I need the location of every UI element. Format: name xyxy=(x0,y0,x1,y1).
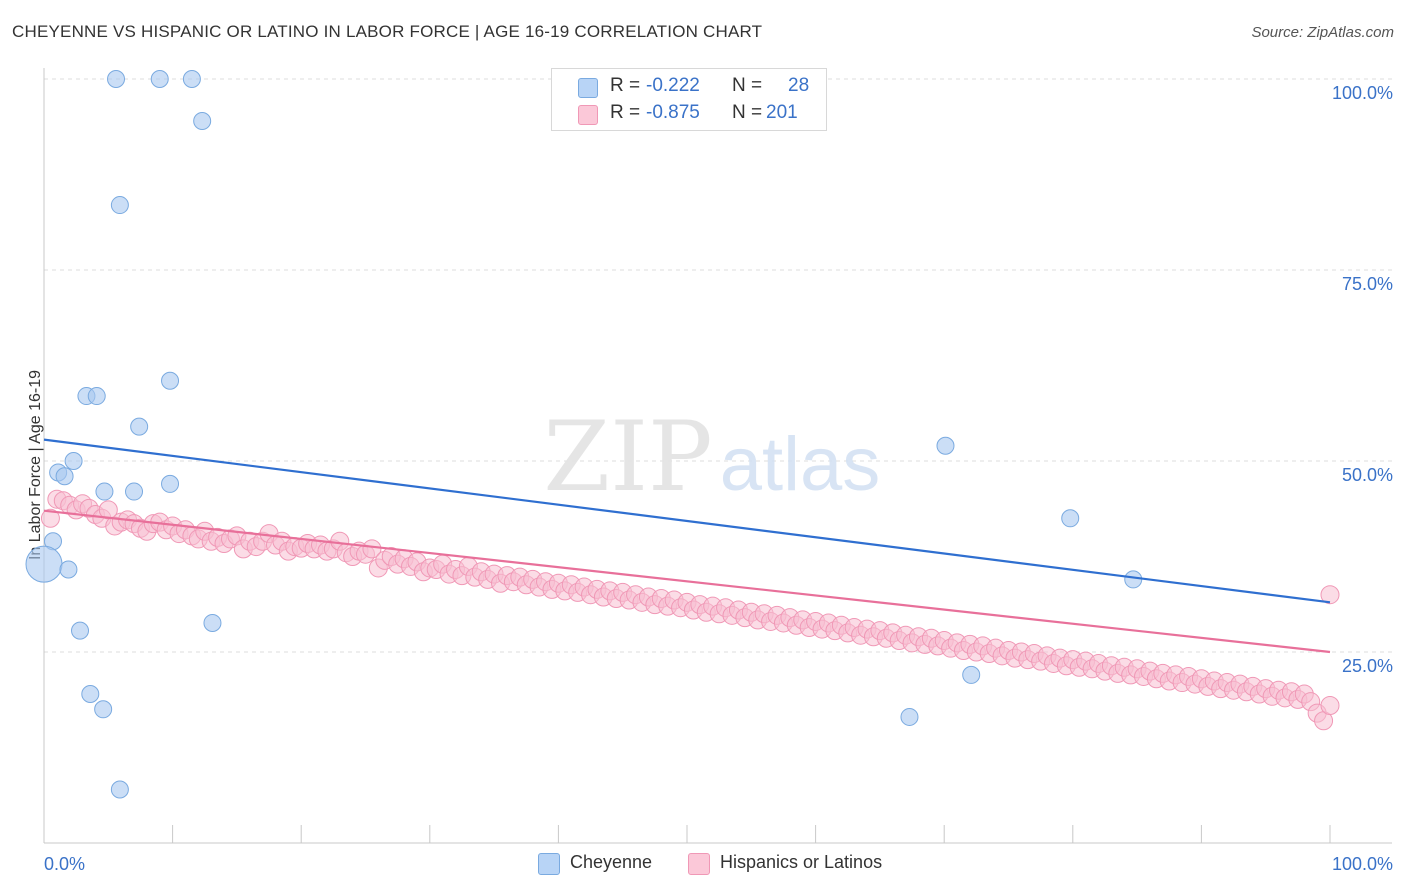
source-label: Source: ZipAtlas.com xyxy=(1251,24,1394,41)
r-value-hispanics: -0.875 xyxy=(646,102,700,123)
point-cheyenne xyxy=(87,387,106,406)
legend-swatch-cheyenne xyxy=(538,853,560,875)
x-tick-label: 0.0% xyxy=(44,854,85,874)
point-cheyenne xyxy=(161,474,180,493)
stats-legend: R = -0.222 N = 28 R = -0.875 N = 201 xyxy=(551,68,827,131)
point-cheyenne xyxy=(193,112,212,131)
y-tick-label: 25.0% xyxy=(1342,656,1393,676)
chart-title: CHEYENNE VS HISPANIC OR LATINO IN LABOR … xyxy=(12,22,763,41)
point-cheyenne xyxy=(1061,509,1080,528)
x-tick-label: 100.0% xyxy=(1332,854,1393,874)
point-hispanics xyxy=(1320,695,1340,715)
axes xyxy=(43,68,1392,844)
n-value-hispanics: 201 xyxy=(766,102,798,123)
series-hispanics-points xyxy=(40,489,1340,731)
trendline-cheyenne xyxy=(43,438,1331,604)
y-tick-label: 75.0% xyxy=(1342,274,1393,294)
point-cheyenne xyxy=(55,467,74,486)
point-cheyenne xyxy=(900,707,919,726)
point-cheyenne xyxy=(81,685,100,704)
n-label: N = xyxy=(732,75,763,96)
watermark-atlas: atlas xyxy=(720,422,881,507)
cheyenne-swatch xyxy=(578,78,598,98)
legend-swatch-hispanics xyxy=(688,853,710,875)
r-label: R = xyxy=(610,75,641,96)
hispanics-swatch xyxy=(578,105,598,125)
series-cheyenne-points xyxy=(25,70,1143,799)
point-cheyenne xyxy=(936,436,955,455)
point-cheyenne xyxy=(25,545,63,583)
tick-labels: 25.0% 50.0% 75.0% 100.0% 0.0% 100.0% xyxy=(44,83,1393,874)
point-cheyenne xyxy=(182,70,201,88)
point-cheyenne xyxy=(130,417,149,436)
r-label: R = xyxy=(610,102,641,123)
trendline-hispanics xyxy=(43,509,1331,654)
point-cheyenne xyxy=(962,665,981,684)
point-cheyenne xyxy=(64,452,83,470)
n-label: N = xyxy=(732,102,763,123)
point-cheyenne xyxy=(94,700,113,719)
trend-lines xyxy=(43,438,1331,654)
grid-lines xyxy=(44,78,1392,653)
point-hispanics xyxy=(362,539,382,559)
point-cheyenne xyxy=(110,780,129,799)
point-cheyenne xyxy=(59,560,78,579)
point-cheyenne xyxy=(1124,570,1143,589)
point-hispanics xyxy=(98,500,118,520)
point-cheyenne xyxy=(125,482,144,501)
n-value-cheyenne: 28 xyxy=(788,75,810,96)
point-cheyenne xyxy=(161,371,180,390)
point-cheyenne xyxy=(71,621,90,640)
y-tick-label: 50.0% xyxy=(1342,465,1393,485)
watermark: ZIP atlas xyxy=(543,401,880,513)
point-cheyenne xyxy=(110,196,129,215)
legend-label-hispanics: Hispanics or Latinos xyxy=(720,852,883,872)
point-cheyenne xyxy=(95,482,114,501)
legend-label-cheyenne: Cheyenne xyxy=(570,852,653,872)
point-cheyenne xyxy=(150,70,169,88)
r-value-cheyenne: -0.222 xyxy=(646,75,700,96)
point-hispanics xyxy=(1320,585,1340,605)
point-hispanics xyxy=(40,508,60,528)
watermark-zip: ZIP xyxy=(543,401,712,513)
point-cheyenne xyxy=(107,70,126,88)
y-tick-label: 100.0% xyxy=(1332,83,1393,103)
point-cheyenne xyxy=(203,613,222,632)
